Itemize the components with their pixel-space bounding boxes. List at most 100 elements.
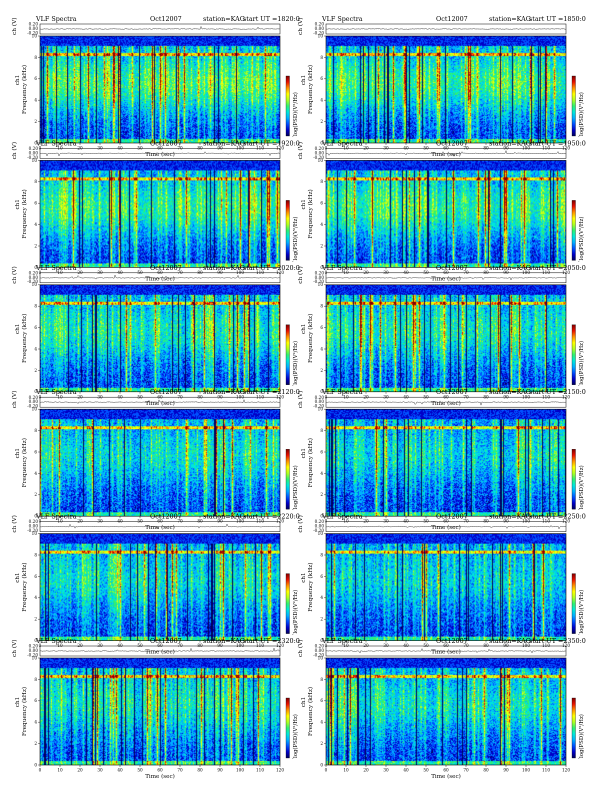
panel-start-ut: start UT =1950:0 <box>529 139 586 147</box>
y-tick-label: 2 <box>320 492 323 497</box>
colorbar <box>571 75 576 137</box>
spectrogram-image <box>40 658 280 765</box>
x-tick-label: 70 <box>177 394 183 399</box>
waveform-tick-label: 0.20 <box>29 644 39 649</box>
y-tick-label: 2 <box>34 741 37 746</box>
colorbar-label: log(PSD)(V²/Hz) <box>292 465 299 509</box>
y-tick-label: 4 <box>320 346 323 351</box>
x-tick-label: 40 <box>403 643 409 648</box>
x-tick-label: 80 <box>197 146 203 151</box>
y-axis-label: Frequency (kHz) <box>21 65 28 114</box>
y-tick-label: 8 <box>320 55 323 60</box>
colorbar <box>285 697 290 759</box>
x-axis-label: Time (sec) <box>145 773 175 780</box>
x-tick-label: 40 <box>403 270 409 275</box>
x-tick-label: 110 <box>256 643 264 648</box>
y-tick-label: 2 <box>320 741 323 746</box>
panel-date: Oct12007 <box>150 637 182 645</box>
panel-station: station=KAG <box>489 139 531 147</box>
panel-title: VLF Spectra <box>321 637 363 645</box>
x-tick-label: 50 <box>423 394 429 399</box>
x-tick-label: 80 <box>483 768 489 773</box>
x-axis-label: Time (sec) <box>431 773 461 780</box>
waveform-tick-label: -0.20 <box>313 404 324 409</box>
x-tick-label: 60 <box>157 519 163 524</box>
y-tick-label: 8 <box>320 428 323 433</box>
x-tick-label: 110 <box>542 270 550 275</box>
y-axis-label: Frequency (kHz) <box>307 438 314 487</box>
x-axis-label: Time (sec) <box>145 400 175 407</box>
y-tick-label: 6 <box>320 698 323 703</box>
y-axis-label: Frequency (kHz) <box>21 687 28 736</box>
colorbar-tick-label: - <box>292 383 294 388</box>
spectrogram-image <box>326 160 566 268</box>
y-tick-label: 6 <box>34 76 37 81</box>
x-tick-label: 90 <box>503 270 509 275</box>
colorbar <box>285 573 290 634</box>
waveform-trace <box>325 277 567 281</box>
y-tick-label: 10 <box>32 407 38 412</box>
x-tick-label: 10 <box>343 768 349 773</box>
waveform-tick-label: 0.00 <box>29 399 39 404</box>
x-tick-label: 120 <box>276 394 284 399</box>
x-tick-label: 40 <box>117 768 123 773</box>
y-tick-label: 0 <box>320 762 323 767</box>
waveform-tick-label: 0.20 <box>315 146 325 151</box>
x-tick-label: 0 <box>39 768 42 773</box>
x-tick-label: 30 <box>383 519 389 524</box>
x-tick-label: 0 <box>39 643 42 648</box>
colorbar-tick-label: - <box>578 756 580 761</box>
x-tick-label: 60 <box>443 146 449 151</box>
waveform-tick-label: 0.00 <box>315 399 325 404</box>
waveform-tick-label: 0.20 <box>29 270 39 275</box>
y-tick-label: 6 <box>320 76 323 81</box>
x-tick-label: 50 <box>423 643 429 648</box>
panel-title: VLF Spectra <box>35 388 77 396</box>
y-tick-label: 10 <box>32 655 38 660</box>
colorbar-tick-label: - <box>292 134 294 139</box>
x-tick-label: 50 <box>137 519 143 524</box>
x-tick-label: 60 <box>157 394 163 399</box>
x-tick-label: 30 <box>383 394 389 399</box>
panel-station: station=KAG <box>203 388 245 396</box>
panel-title: VLF Spectra <box>321 513 363 521</box>
colorbar-label: log(PSD)(V²/Hz) <box>578 590 585 634</box>
x-tick-label: 120 <box>562 643 570 648</box>
x-tick-label: 10 <box>57 270 63 275</box>
x-tick-label: 40 <box>117 519 123 524</box>
x-axis-label: Time (sec) <box>431 400 461 407</box>
panel-title: VLF Spectra <box>321 139 363 147</box>
x-tick-label: 0 <box>325 146 328 151</box>
x-tick-label: 0 <box>325 394 328 399</box>
panel-date: Oct12007 <box>150 264 182 272</box>
colorbar-label: log(PSD)(V²/Hz) <box>292 590 299 634</box>
panel-station: station=KAG <box>203 513 245 521</box>
x-tick-label: 110 <box>256 519 264 524</box>
x-tick-label: 40 <box>403 519 409 524</box>
x-tick-label: 0 <box>39 519 42 524</box>
y-tick-label: 10 <box>318 407 324 412</box>
x-axis-label: Time (sec) <box>431 649 461 656</box>
x-tick-label: 70 <box>177 519 183 524</box>
x-tick-label: 90 <box>217 519 223 524</box>
waveform-tick-label: 0.00 <box>29 26 39 31</box>
x-tick-label: 90 <box>503 768 509 773</box>
x-tick-label: 70 <box>463 768 469 773</box>
x-tick-label: 50 <box>137 270 143 275</box>
x-tick-label: 20 <box>363 270 369 275</box>
colorbar-tick-label: - <box>578 632 580 637</box>
y-axis-label: Frequency (kHz) <box>307 189 314 238</box>
y-tick-label: 6 <box>34 449 37 454</box>
x-tick-label: 110 <box>256 270 264 275</box>
panel-start-ut: start UT =2020:0 <box>243 264 300 272</box>
y-tick-label: 0 <box>320 389 323 394</box>
colorbar <box>571 200 576 261</box>
x-tick-label: 100 <box>522 643 530 648</box>
x-tick-label: 0 <box>325 768 328 773</box>
y-tick-label: 2 <box>320 617 323 622</box>
colorbar <box>571 324 576 385</box>
panel-title: VLF Spectra <box>35 15 77 23</box>
